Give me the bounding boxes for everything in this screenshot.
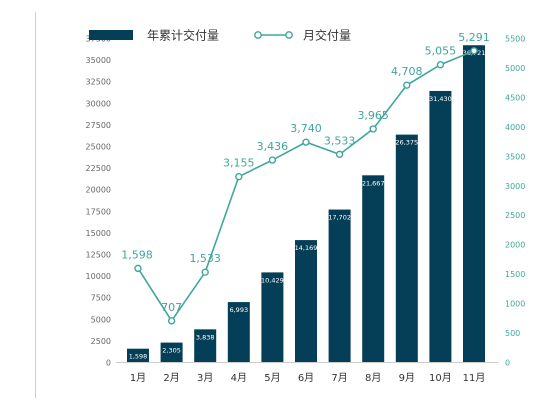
line-point-label-9: 5,055 (425, 45, 457, 58)
bar-6 (328, 209, 351, 363)
left-axis-tick-10: 25000 (86, 143, 111, 152)
right-axis-tick-11: 5500 (505, 35, 525, 44)
left-axis-tick-8: 20000 (86, 186, 111, 195)
legend-line-label: 月交付量 (303, 28, 351, 43)
line-point-label-0: 1,598 (121, 248, 153, 261)
line-point-label-3: 3,155 (223, 157, 255, 170)
right-axis-tick-10: 5000 (505, 64, 525, 73)
line-point-7 (369, 125, 377, 133)
left-axis-tick-7: 17500 (86, 207, 111, 216)
line-point-0 (134, 264, 142, 273)
left-axis-tick-2: 5000 (91, 315, 111, 324)
bar-2 (194, 329, 217, 363)
line-point-label-4: 3,436 (257, 140, 289, 153)
line-point-8 (403, 81, 411, 89)
right-axis-tick-8: 4000 (505, 123, 525, 132)
line-point-6 (335, 150, 344, 159)
bar-1 (160, 342, 183, 363)
bar-label-5: 14,169 (295, 244, 318, 252)
line-point-label-7: 3,965 (357, 109, 389, 122)
x-tick-7: 8月 (365, 372, 381, 384)
x-tick-0: 1月 (130, 372, 146, 384)
right-axis-tick-0: 0 (505, 359, 510, 368)
left-axis-tick-14: 35000 (86, 56, 111, 65)
right-axis-tick-5: 2500 (505, 211, 525, 220)
right-axis-tick-9: 4500 (505, 93, 525, 102)
right-axis-tick-4: 2000 (505, 241, 525, 250)
x-tick-9: 10月 (429, 372, 452, 384)
left-axis-tick-1: 2500 (91, 337, 111, 346)
x-tick-3: 4月 (231, 372, 247, 384)
left-axis-tick-11: 27500 (86, 121, 111, 130)
bar-8 (395, 134, 418, 363)
line-point-2 (201, 268, 209, 276)
x-tick-5: 6月 (298, 372, 314, 384)
left-axis-tick-0: 0 (106, 359, 111, 368)
right-axis-tick-3: 1500 (505, 270, 525, 279)
bar-3 (227, 302, 250, 363)
bar-9 (429, 90, 452, 363)
left-divider (35, 12, 36, 398)
x-tick-1: 2月 (163, 372, 179, 384)
left-axis-tick-5: 12500 (86, 251, 111, 260)
right-axis-tick-7: 3500 (505, 152, 525, 161)
left-axis-tick-4: 10000 (86, 272, 111, 281)
legend-bar-label: 年累计交付量 (147, 28, 219, 43)
left-axis-tick-6: 15000 (86, 229, 111, 238)
bar-label-3: 6,993 (229, 306, 248, 314)
line-point-10 (470, 47, 478, 55)
line-point-label-10: 5,291 (458, 31, 490, 44)
line-point-label-1: 707 (161, 301, 182, 314)
line-point-9 (436, 61, 445, 69)
line-point-label-6: 3,533 (324, 134, 356, 147)
line-point-label-8: 4,708 (391, 65, 423, 78)
line-point-1 (167, 317, 176, 325)
bar-0 (127, 348, 149, 363)
line-point-4 (268, 156, 277, 164)
x-tick-4: 5月 (264, 372, 280, 384)
legend-bar-swatch (89, 30, 133, 40)
bar-label-6: 17,702 (328, 214, 351, 222)
bar-7 (362, 175, 385, 363)
line-point-3 (235, 172, 243, 181)
x-tick-6: 7月 (331, 372, 347, 384)
line-point-5 (302, 138, 310, 146)
left-axis-tick-9: 22500 (86, 164, 111, 173)
right-axis-tick-2: 1000 (505, 300, 525, 309)
bar-10 (463, 45, 485, 363)
legend-line-marker-left (254, 31, 262, 39)
line-point-label-2: 1,533 (189, 252, 221, 265)
bar-label-7: 21,667 (362, 179, 385, 187)
right-axis-tick-1: 500 (505, 329, 520, 338)
line-point-label-5: 3,740 (290, 122, 322, 135)
bar-label-8: 26,375 (395, 139, 418, 147)
bar-label-4: 10,429 (261, 276, 284, 284)
bar-4 (261, 272, 284, 363)
legend-line-marker-right (285, 31, 293, 39)
x-tick-10: 11月 (463, 372, 486, 384)
left-axis-tick-13: 32500 (86, 78, 111, 87)
bar-label-0: 1,598 (129, 353, 148, 361)
left-axis-tick-12: 30000 (86, 99, 111, 108)
bar-label-2: 3,838 (196, 333, 215, 341)
x-tick-8: 9月 (399, 372, 415, 384)
x-tick-2: 3月 (197, 372, 213, 384)
bar-label-1: 2,305 (162, 347, 181, 355)
left-axis-tick-3: 7500 (91, 294, 111, 303)
bar-5 (295, 240, 317, 363)
bar-label-9: 31,430 (429, 95, 452, 103)
right-axis-tick-6: 3000 (505, 182, 525, 191)
